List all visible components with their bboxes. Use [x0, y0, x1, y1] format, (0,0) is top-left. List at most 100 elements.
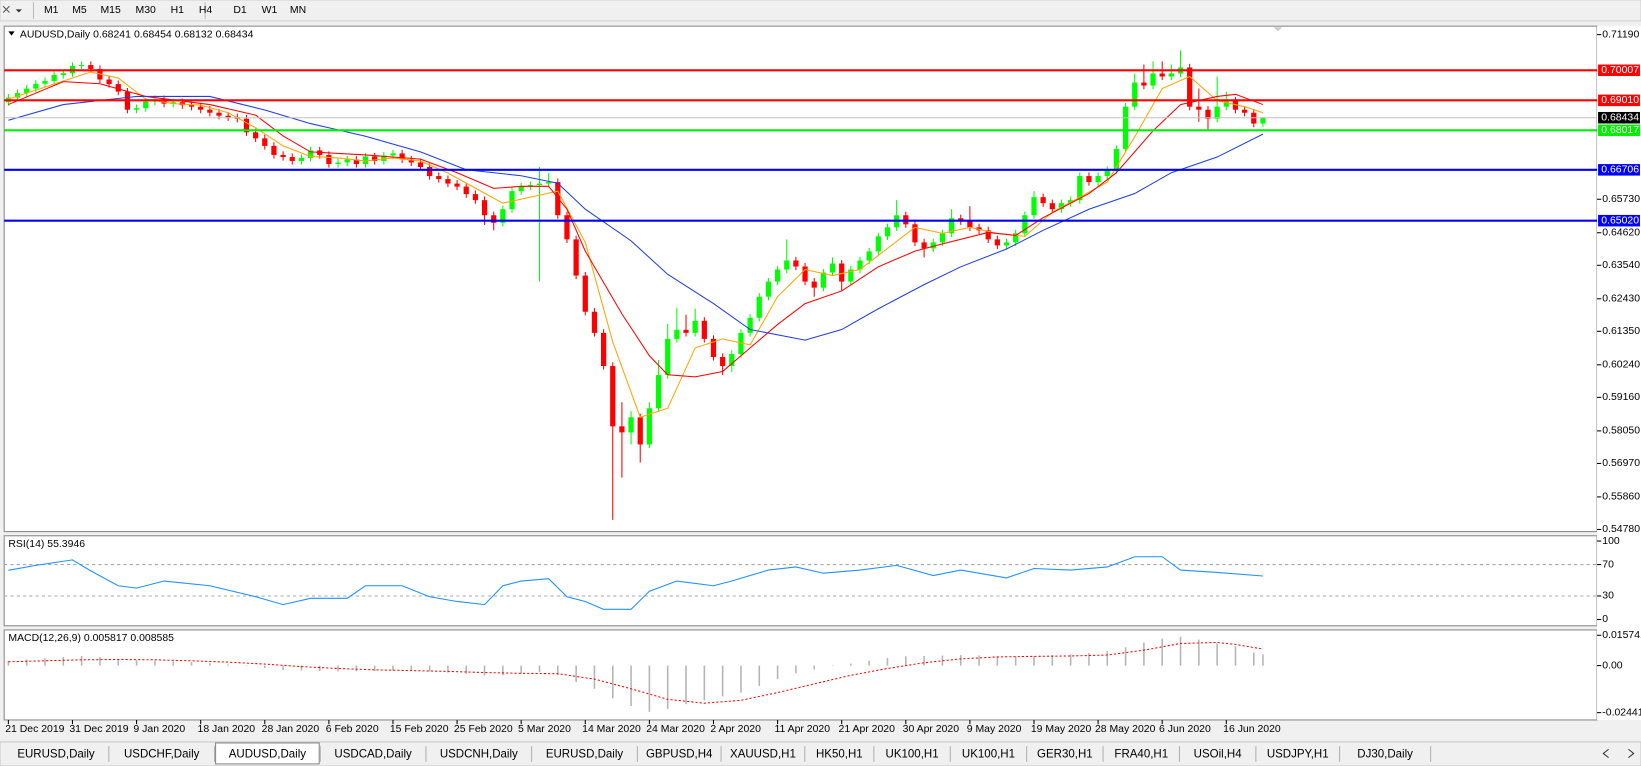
y-tick-label: 0.55860 [1602, 492, 1640, 503]
tab[interactable] [426, 745, 531, 763]
tab[interactable] [321, 745, 425, 763]
x-tick-label: 31 Dec 2019 [69, 724, 128, 735]
tab[interactable] [1180, 745, 1255, 763]
tab-label[interactable]: DJ30,Daily [1357, 749, 1413, 761]
tab[interactable] [1256, 745, 1339, 763]
candle-body [1031, 197, 1037, 216]
x-tick-label: 9 Jan 2020 [133, 724, 185, 735]
candle-body [24, 88, 30, 94]
candle-body [426, 166, 433, 177]
tab[interactable] [874, 745, 950, 763]
x-tick-label: 28 Jan 2020 [262, 724, 320, 735]
x-tick-label: 25 Feb 2020 [454, 724, 513, 735]
current-price-box [1598, 111, 1640, 124]
x-tick-label: 9 May 2020 [967, 724, 1022, 735]
current-price-label: 0.68434 [1601, 112, 1639, 123]
candle-body [60, 73, 66, 76]
candle-body [948, 218, 955, 234]
candle-body [839, 263, 845, 282]
x-tick-label: 21 Dec 2019 [5, 724, 64, 735]
tab-label[interactable]: EURUSD,Daily [546, 749, 624, 761]
candle-body [619, 426, 625, 433]
candle-body [143, 101, 149, 109]
timeframe-button[interactable]: H1 [171, 5, 185, 16]
tab-label[interactable]: XAUUSD,H1 [730, 749, 796, 761]
candle-body [133, 108, 140, 110]
tab-label[interactable]: USDCHF,Daily [124, 749, 200, 761]
tab[interactable] [1340, 745, 1430, 763]
candle-body [344, 159, 350, 163]
candle-body [939, 233, 946, 243]
x-tick-label: 6 Jun 2020 [1159, 724, 1211, 735]
x-tick-label: 11 Apr 2020 [774, 724, 830, 735]
tab-label[interactable]: GBPUSD,H4 [646, 749, 713, 761]
candle-body [802, 266, 808, 282]
x-tick-label: 18 Jan 2020 [198, 724, 256, 735]
candle-body [701, 320, 707, 339]
candle-body [967, 221, 973, 228]
y-tick-label: 0.015741 [1602, 630, 1641, 641]
indicator-line [8, 556, 1263, 610]
tab-label[interactable]: UK100,H1 [962, 749, 1015, 761]
candle-body [1113, 148, 1120, 171]
candle-body [1159, 73, 1165, 77]
candle-body [307, 150, 314, 158]
candle-body [188, 105, 195, 107]
active-tab[interactable] [215, 742, 320, 765]
candle-body [655, 375, 662, 409]
tab-label[interactable]: UK100,H1 [886, 749, 939, 761]
y-tick-label: 0.64620 [1602, 228, 1640, 239]
candle-body [326, 154, 332, 164]
tab[interactable] [722, 745, 804, 763]
candle-body [509, 191, 515, 210]
candle-body [454, 183, 460, 187]
tab-scroll[interactable] [1602, 748, 1635, 759]
tab[interactable] [532, 745, 637, 763]
moving-average [8, 81, 1264, 378]
level-label-box [1598, 64, 1640, 77]
tab[interactable] [4, 745, 108, 763]
candle-body [884, 227, 891, 237]
timeframe-button[interactable]: M5 [72, 5, 87, 16]
candle-body [491, 215, 497, 223]
timeframe-button[interactable]: M15 [100, 5, 121, 16]
tab-label[interactable]: USDCNH,Daily [440, 749, 518, 761]
x-tick-label: 19 May 2020 [1031, 724, 1092, 735]
tab[interactable] [805, 745, 873, 763]
level-label-box [1598, 124, 1640, 137]
tab-label[interactable]: FRA40,H1 [1114, 749, 1168, 761]
timeframe-button[interactable]: M30 [136, 5, 157, 16]
candle-body [1095, 176, 1101, 183]
tab-label[interactable]: AUDUSD,Daily [229, 749, 307, 761]
level-label: 0.69010 [1601, 95, 1639, 106]
tab-label[interactable]: EURUSD,Daily [17, 749, 95, 761]
candle-body [207, 109, 213, 113]
timeframe-button[interactable]: MN [290, 5, 306, 16]
timeframe-button[interactable]: M1 [44, 5, 59, 16]
candle-body [665, 338, 671, 376]
tab[interactable] [1027, 745, 1103, 763]
timeframe-button[interactable]: W1 [262, 5, 278, 16]
tab[interactable] [951, 745, 1026, 763]
tab-label[interactable]: USDJPY,H1 [1267, 749, 1329, 761]
candle-body [912, 224, 918, 243]
tool-dropdown[interactable] [15, 9, 22, 13]
tab[interactable] [109, 745, 214, 763]
candle-body [353, 159, 359, 164]
timeframe-button[interactable]: H4 [199, 5, 213, 16]
candle-body [582, 275, 588, 312]
tab-label[interactable]: USOil,H4 [1194, 749, 1243, 761]
y-tick-label: 0.63540 [1602, 260, 1640, 271]
tab-label[interactable]: HK50,H1 [816, 749, 863, 761]
candle-body [747, 317, 753, 333]
tab[interactable] [1104, 745, 1179, 763]
candle-body [1196, 106, 1202, 110]
tab-label[interactable]: GER30,H1 [1037, 749, 1093, 761]
tab-label[interactable]: USDCAD,Daily [334, 749, 412, 761]
timeframe-button[interactable]: D1 [233, 5, 247, 16]
price-scale [1597, 26, 1641, 720]
candle-body [262, 138, 268, 146]
tab[interactable] [638, 745, 721, 763]
candle-body [1049, 203, 1055, 210]
